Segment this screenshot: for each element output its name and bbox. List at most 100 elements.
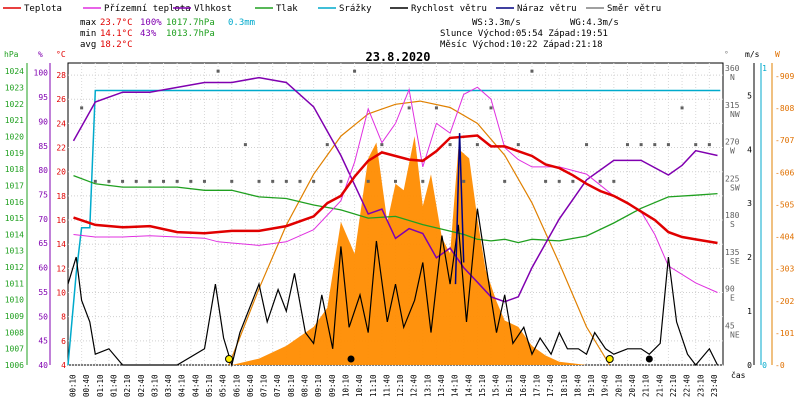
axis-tick-pressure: 1021 [5,116,24,125]
wind-direction-point [489,106,493,110]
wind-direction-point [175,179,179,183]
axis-tick-temperature: 16 [56,216,66,225]
wind-direction-point [93,179,97,183]
axis-tick-direction-name: SW [730,183,740,192]
axis-tick-time: 01:40 [109,374,118,397]
axis-tick-time: 15:40 [492,374,501,397]
axis-tick-humidity: 65 [38,239,48,248]
axis-tick-pressure: 1019 [5,149,24,158]
wind-direction-point [544,179,548,183]
axis-tick-wind: 0 [747,361,752,370]
axis-tick-direction: 180 [725,211,740,220]
axis-tick-temperature: 28 [56,71,66,80]
legend-label-rychlost: Rychlost větru [411,4,487,14]
series-prizemni-teplota-line [73,86,718,293]
wind-direction-point [694,143,698,147]
chart-date-title: 23.8.2020 [365,50,430,64]
axis-tick-direction: 45 [725,321,735,330]
stat-moon: Měsíc Východ:10:22 Západ:21:18 [440,40,603,50]
stat-max-pressure: 1017.7hPa [166,18,215,28]
axis-tick-pressure: 1022 [5,100,24,109]
axis-tick-rain: 1 [762,64,767,73]
axis-tick-solar: -404 [775,233,794,242]
wind-direction-point [707,143,711,147]
axis-tick-temperature: 20 [56,168,66,177]
wind-direction-point [202,179,206,183]
axis-tick-humidity: 75 [38,191,48,200]
axis-tick-humidity: 85 [38,142,48,151]
axis-tick-pressure: 1009 [5,312,24,321]
axis-tick-time: 18:10 [560,374,569,397]
axis-tick-time: 07:10 [260,374,269,397]
axis-tick-time: 03:10 [150,374,159,397]
axis-tick-time: 08:40 [301,374,310,397]
axis-tick-pressure: 1020 [5,132,24,141]
wind-direction-point [257,179,261,183]
axis-tick-pressure: 1023 [5,83,24,92]
axis-label-cas: čas [731,370,746,380]
axis-tick-pressure: 1016 [5,198,24,207]
stat-max-humidity: 100% [140,18,162,28]
axis-tick-temperature: 26 [56,95,66,104]
wind-direction-point [394,179,397,183]
stat-min-pressure: 1013.7hPa [166,29,215,39]
axis-tick-temperature: 24 [56,119,66,128]
stat-ws: WS:3.3m/s [472,18,521,28]
axis-tick-time: 00:10 [69,374,78,397]
axis-tick-direction: 360 [725,64,740,73]
axis-tick-time: 22:40 [683,374,692,397]
series-naraz-vetru-line [454,133,465,285]
wind-direction-point [598,179,602,183]
axis-tick-solar: -909 [775,72,794,81]
stat-min-humidity: 43% [140,29,157,39]
axis-tick-humidity: 45 [38,337,48,346]
axis-tick-direction: 135 [725,248,740,257]
wind-direction-point [557,179,561,183]
stat-avg-label: avg [80,40,96,50]
wind-direction-point [653,143,657,147]
axis-tick-time: 17:40 [546,374,555,397]
axis-tick-pressure: 1012 [5,263,24,272]
axis-tick-direction-name: NW [730,110,740,119]
stat-min-label: min [80,29,96,39]
axis-tick-direction: 270 [725,138,740,147]
series-rychlost-vetru-line [67,208,719,368]
wind-direction-point [530,69,534,73]
wind-direction-point [271,179,275,183]
axis-tick-time: 05:10 [205,374,214,397]
wind-direction-point [639,143,643,147]
wind-direction-point [189,179,193,183]
plot-area: 1006100710081009101010111012101310141015… [5,62,794,397]
axis-tick-humidity: 90 [38,117,48,126]
wind-direction-point [230,179,234,183]
wind-direction-point [339,179,343,183]
wind-direction-point [107,179,111,183]
axis-tick-time: 00:40 [82,374,91,397]
moonset-marker [645,355,653,363]
stats-block: max 23.7°C 100% 1017.7hPa 0.3mm min 14.1… [80,18,619,50]
axis-tick-time: 19:10 [587,374,596,397]
stat-wg: WG:4.3m/s [570,18,619,28]
wind-direction-point [134,179,138,183]
axis-tick-time: 18:40 [573,374,582,397]
axis-tick-humidity: 100 [34,69,49,78]
legend-label-teplota: Teplota [24,4,62,14]
axis-unit-hpa: hPa [4,50,19,59]
axis-tick-time: 03:40 [164,374,173,397]
stat-sun: Slunce Východ:05:54 Západ:19:51 [440,29,608,39]
stat-max-temp: 23.7°C [100,18,133,28]
legend-label-tlak: Tlak [276,4,298,14]
wind-direction-point [571,179,575,183]
axis-tick-direction: 315 [725,101,740,110]
series-teplota-line [73,134,718,245]
wind-direction-point [380,143,384,147]
wind-direction-point [121,179,125,183]
axis-tick-direction-name: S [730,220,735,229]
wind-direction-point [625,143,629,147]
axis-tick-pressure: 1013 [5,247,24,256]
axis-unit-w: W [775,50,780,59]
wind-direction-point [312,179,316,183]
axis-tick-solar: -0 [775,361,785,370]
axis-tick-wind: 5 [747,91,752,100]
